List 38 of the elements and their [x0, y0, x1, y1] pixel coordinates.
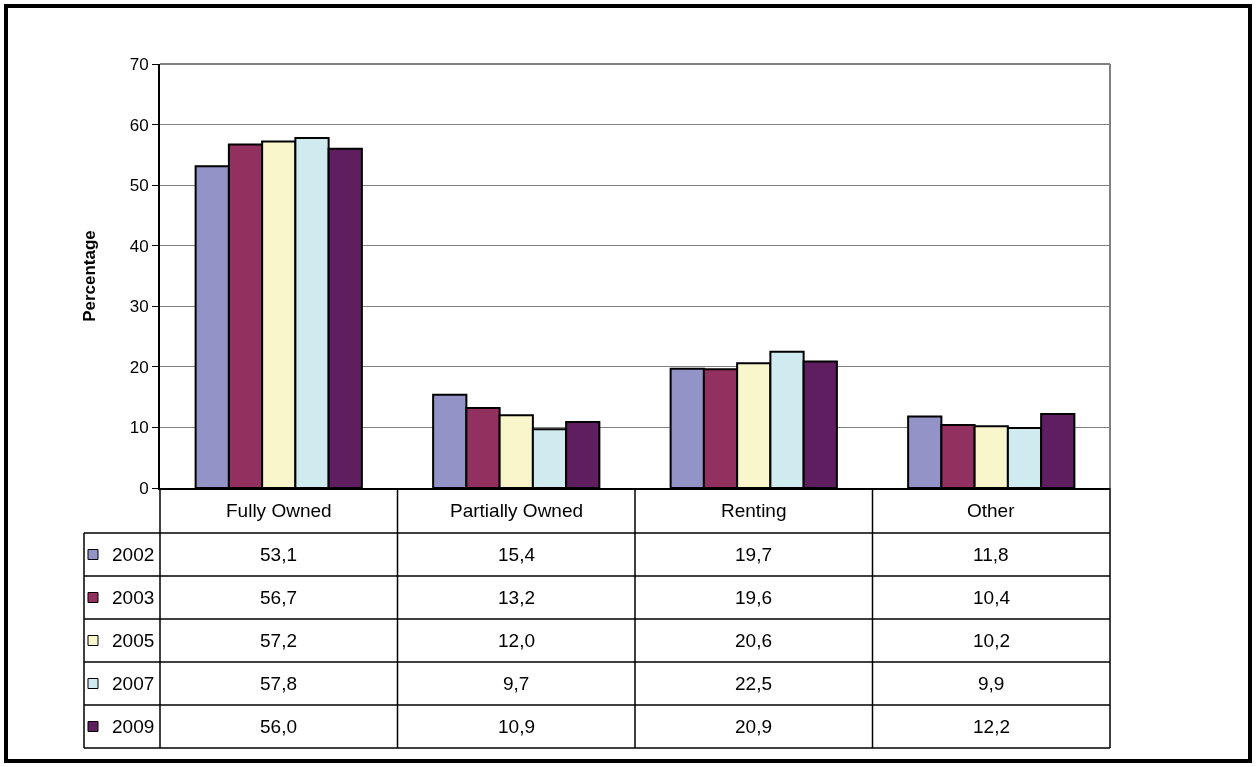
y-tick-label: 60: [129, 115, 149, 135]
y-tick-label: 0: [139, 478, 149, 498]
data-label: 10,2: [973, 630, 1010, 651]
data-label: 19,7: [735, 544, 772, 565]
data-label: 19,6: [735, 587, 772, 608]
legend-label: 2002: [112, 544, 155, 565]
y-tick-label: 30: [129, 297, 149, 317]
legend-label: 2003: [112, 587, 155, 608]
data-label: 22,5: [735, 673, 772, 694]
legend-label: 2007: [112, 673, 155, 694]
y-axis-title: Percentage: [79, 230, 99, 322]
data-label: 56,7: [260, 587, 297, 608]
data-label: 12,2: [973, 716, 1010, 737]
x-tick-label: Partially Owned: [450, 500, 584, 521]
y-tick-label: 10: [129, 418, 149, 438]
legend-label: 2005: [112, 630, 155, 651]
y-tick-label: 40: [129, 236, 149, 256]
data-label: 20,6: [735, 630, 772, 651]
data-label: 12,0: [498, 630, 535, 651]
data-label: 10,4: [973, 587, 1011, 608]
data-label: 57,8: [260, 673, 297, 694]
data-label: 53,1: [260, 544, 297, 565]
data-label: 9,9: [978, 673, 1005, 694]
y-tick-label: 20: [129, 357, 149, 377]
data-label: 57,2: [260, 630, 297, 651]
legend-label: 2009: [112, 716, 155, 737]
x-tick-label: Renting: [721, 500, 787, 521]
data-label: 13,2: [498, 587, 535, 608]
data-label: 11,8: [973, 544, 1009, 565]
data-label: 56,0: [260, 716, 297, 737]
data-label: 10,9: [498, 716, 535, 737]
y-tick-label: 50: [129, 176, 149, 196]
y-tick-label: 70: [129, 54, 149, 74]
x-tick-label: Other: [967, 500, 1016, 521]
data-label: 9,7: [503, 673, 530, 694]
data-label: 15,4: [498, 544, 536, 565]
x-tick-label: Fully Owned: [226, 500, 332, 521]
data-label: 20,9: [735, 716, 772, 737]
